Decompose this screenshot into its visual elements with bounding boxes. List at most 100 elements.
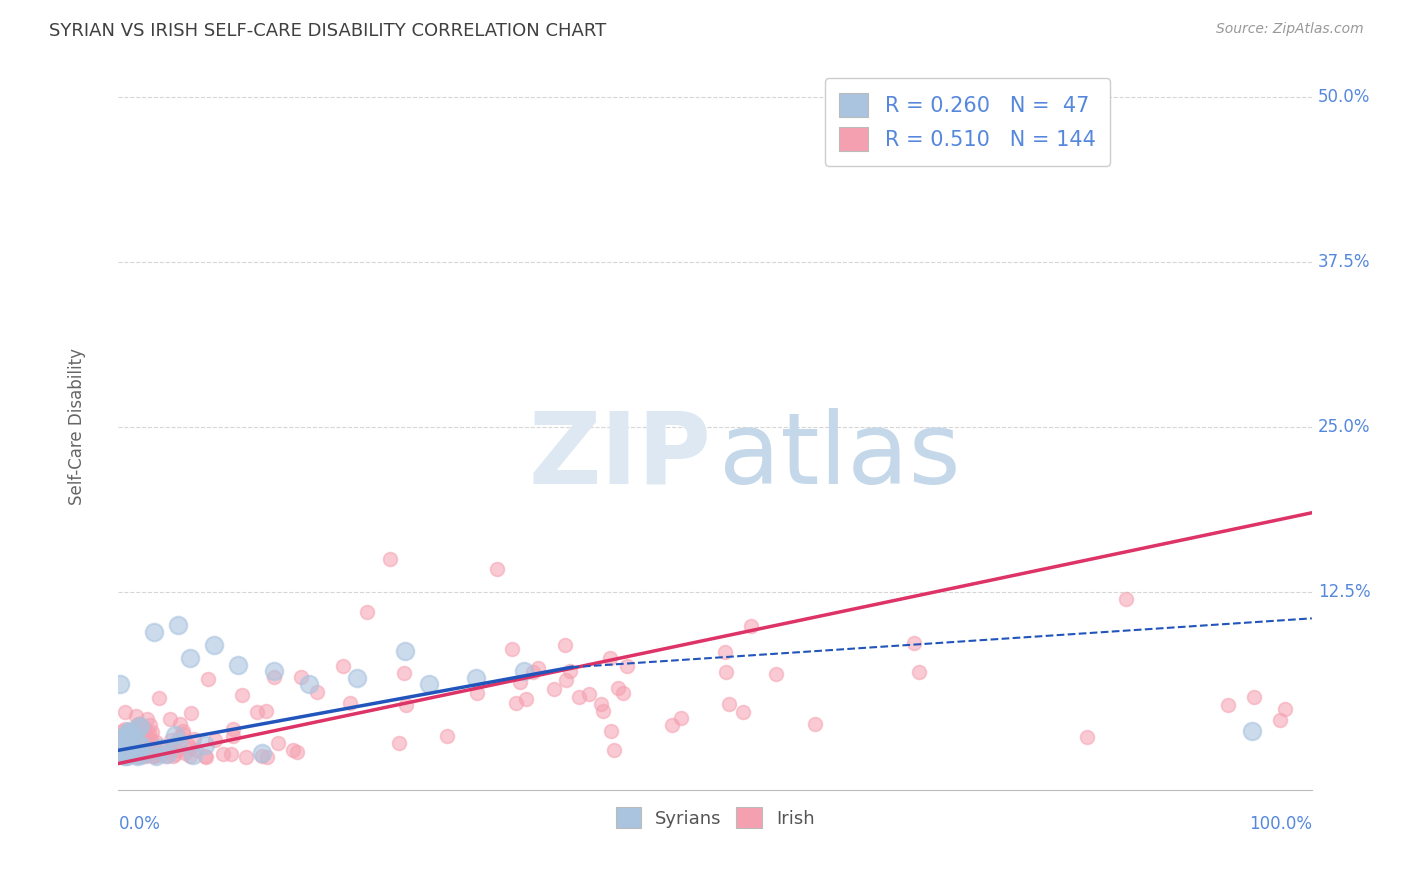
Point (1274, 702, 1296, 716)
Point (160, 732, 183, 747)
Point (167, 618, 190, 632)
Point (263, 664, 285, 678)
Point (124, 735, 146, 749)
Point (128, 719, 150, 733)
Point (132, 723, 155, 738)
Point (111, 740, 134, 755)
Point (903, 636, 925, 650)
Point (527, 661, 550, 675)
Point (392, 665, 415, 680)
Text: 37.5%: 37.5% (1317, 253, 1371, 271)
Point (136, 740, 159, 755)
Point (129, 723, 152, 738)
Point (150, 741, 173, 756)
Point (138, 726, 160, 740)
Point (394, 644, 416, 658)
Point (1115, 591, 1137, 606)
Point (138, 746, 160, 760)
Point (131, 747, 153, 762)
Point (150, 747, 173, 762)
Point (543, 682, 565, 697)
Point (139, 718, 162, 732)
Point (121, 730, 143, 744)
Point (465, 671, 488, 685)
Text: Self-Care Disability: Self-Care Disability (67, 349, 86, 506)
Point (167, 736, 190, 750)
Text: 12.5%: 12.5% (1317, 583, 1371, 601)
Point (160, 738, 183, 752)
Point (281, 743, 304, 757)
Point (467, 685, 489, 699)
Point (184, 743, 207, 757)
Point (129, 747, 152, 761)
Point (599, 651, 621, 665)
Text: 50.0%: 50.0% (1317, 88, 1371, 106)
Point (143, 739, 166, 754)
Point (141, 732, 163, 747)
Point (112, 741, 135, 756)
Point (513, 664, 536, 678)
Point (135, 749, 157, 764)
Legend: Syrians, Irish: Syrians, Irish (609, 800, 823, 835)
Text: 0.0%: 0.0% (118, 815, 160, 833)
Point (204, 732, 226, 747)
Point (111, 748, 134, 763)
Point (114, 742, 136, 756)
Point (515, 691, 537, 706)
Point (501, 642, 523, 657)
Point (908, 665, 931, 680)
Point (129, 747, 152, 761)
Point (254, 704, 277, 718)
Point (231, 688, 253, 702)
Point (145, 735, 167, 749)
Point (114, 722, 136, 736)
Point (522, 665, 544, 679)
Point (1076, 730, 1098, 744)
Text: 25.0%: 25.0% (1317, 418, 1371, 436)
Point (221, 747, 243, 761)
Point (290, 670, 312, 684)
Point (222, 722, 245, 736)
Point (183, 732, 205, 747)
Point (136, 743, 159, 757)
Point (108, 677, 131, 691)
Point (612, 686, 634, 700)
Point (117, 739, 139, 753)
Point (486, 561, 509, 575)
Point (740, 619, 762, 633)
Point (150, 740, 173, 755)
Point (436, 729, 458, 743)
Point (118, 740, 141, 755)
Point (108, 731, 131, 745)
Point (235, 749, 257, 764)
Point (222, 729, 245, 743)
Point (111, 730, 134, 744)
Point (108, 741, 131, 756)
Point (136, 727, 159, 741)
Point (332, 658, 354, 673)
Point (118, 724, 141, 739)
Point (129, 739, 152, 754)
Point (172, 726, 194, 740)
Point (112, 730, 135, 744)
Point (592, 704, 614, 718)
Point (110, 731, 132, 745)
Point (765, 666, 787, 681)
Point (135, 712, 157, 726)
Point (305, 684, 328, 698)
Point (131, 738, 153, 752)
Point (138, 747, 160, 762)
Point (125, 749, 148, 764)
Point (120, 738, 142, 752)
Point (122, 745, 145, 759)
Point (118, 723, 141, 737)
Point (124, 745, 146, 759)
Point (166, 743, 188, 757)
Point (118, 739, 141, 754)
Point (256, 749, 278, 764)
Point (346, 671, 368, 685)
Point (132, 747, 155, 762)
Point (115, 745, 138, 759)
Point (142, 748, 165, 763)
Point (159, 712, 181, 726)
